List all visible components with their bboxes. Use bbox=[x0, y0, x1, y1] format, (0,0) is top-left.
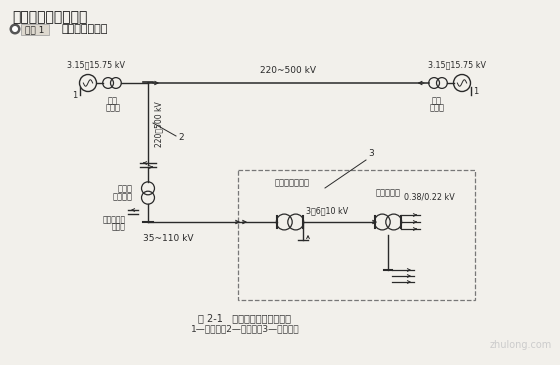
Circle shape bbox=[10, 23, 21, 35]
Text: 大型建筑变电站: 大型建筑变电站 bbox=[274, 178, 310, 187]
Text: 图解 1: 图解 1 bbox=[25, 25, 45, 34]
Text: 升压: 升压 bbox=[108, 96, 118, 105]
Text: 1: 1 bbox=[72, 91, 78, 100]
Text: 地区降: 地区降 bbox=[118, 184, 133, 193]
Text: 电力系统的组成: 电力系统的组成 bbox=[62, 24, 109, 35]
Text: 2: 2 bbox=[178, 134, 184, 142]
Text: 3.15～15.75 kV: 3.15～15.75 kV bbox=[428, 60, 486, 69]
Text: 35~110 kV: 35~110 kV bbox=[143, 234, 194, 243]
Text: 1: 1 bbox=[473, 87, 479, 96]
Text: 变电站: 变电站 bbox=[430, 103, 445, 112]
Text: 220～500 kV: 220～500 kV bbox=[154, 101, 163, 147]
Text: 压变电站: 压变电站 bbox=[113, 192, 133, 201]
Text: 220~500 kV: 220~500 kV bbox=[260, 66, 316, 75]
Text: 或城镇: 或城镇 bbox=[112, 222, 126, 231]
Circle shape bbox=[12, 26, 18, 32]
Text: 至其他企业: 至其他企业 bbox=[103, 215, 126, 224]
Text: zhulong.com: zhulong.com bbox=[490, 340, 552, 350]
Text: 楼宇变电站: 楼宇变电站 bbox=[376, 188, 400, 197]
FancyBboxPatch shape bbox=[21, 24, 49, 35]
Text: 变电站: 变电站 bbox=[105, 103, 120, 112]
Text: 图 2-1   电力系统的组成示意图: 图 2-1 电力系统的组成示意图 bbox=[198, 313, 292, 323]
Text: 3.15～15.75 kV: 3.15～15.75 kV bbox=[67, 60, 125, 69]
Text: 一、供电系统的组成: 一、供电系统的组成 bbox=[12, 10, 87, 24]
Text: 3: 3 bbox=[368, 149, 374, 158]
Bar bbox=[238, 170, 475, 300]
Text: 3、6、10 kV: 3、6、10 kV bbox=[306, 206, 348, 215]
Text: 1—发电厂；2—电力网；3—配电系统: 1—发电厂；2—电力网；3—配电系统 bbox=[191, 324, 299, 333]
Text: 0.38/0.22 kV: 0.38/0.22 kV bbox=[404, 193, 455, 202]
Text: 升压: 升压 bbox=[432, 96, 442, 105]
